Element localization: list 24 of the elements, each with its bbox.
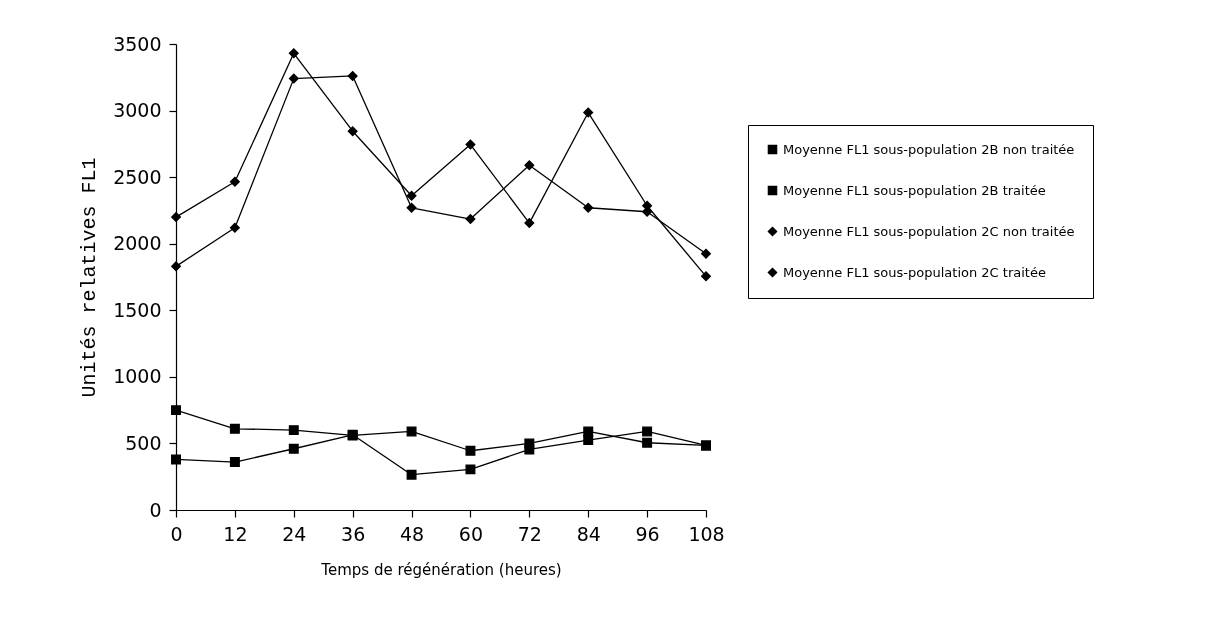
y-tick-label: 500: [125, 431, 162, 454]
legend-label: Moyenne FL1 sous-population 2C traitée: [783, 264, 1046, 280]
y-tick-label: 2500: [113, 165, 162, 188]
x-axis-title: Temps de régénération (heures): [320, 560, 562, 579]
y-axis-title: Unités relatives FL1: [78, 157, 102, 398]
legend-label: Moyenne FL1 sous-population 2C non traitée: [783, 223, 1075, 239]
y-tick-label: 3500: [113, 32, 162, 55]
y-tick-label: 3000: [113, 99, 162, 122]
x-tick-label: 36: [341, 522, 366, 545]
y-tick-label: 1000: [113, 365, 162, 388]
x-tick-label: 12: [223, 522, 248, 545]
x-tick-label: 96: [635, 522, 660, 545]
x-tick-label: 24: [282, 522, 307, 545]
x-tick-label: 60: [458, 522, 484, 545]
x-tick-label: 84: [576, 522, 601, 545]
x-tick-label: 0: [170, 522, 183, 545]
legend-label: Moyenne FL1 sous-population 2B traitée: [783, 182, 1046, 198]
y-tick-label: 2000: [113, 232, 162, 255]
y-tick-label: 1500: [113, 298, 162, 321]
y-tick-label: 0: [149, 498, 162, 521]
legend-label: Moyenne FL1 sous-population 2B non traitée: [783, 141, 1075, 157]
x-tick-label: 72: [517, 522, 542, 545]
x-tick-label: 108: [688, 522, 725, 545]
x-tick-label: 48: [399, 522, 425, 545]
